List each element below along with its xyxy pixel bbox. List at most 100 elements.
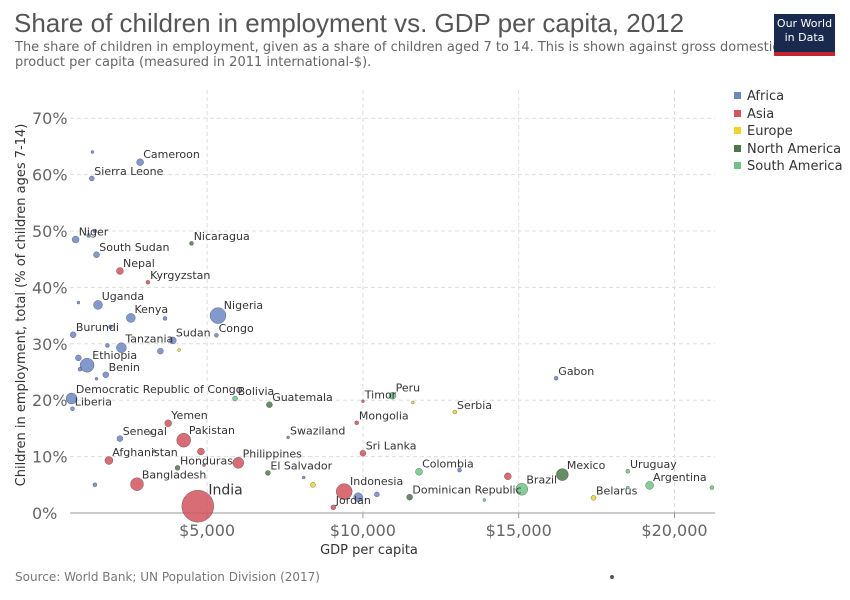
legend-item[interactable]: Africa bbox=[734, 88, 843, 106]
data-point[interactable] bbox=[116, 267, 124, 275]
point-label: Nicaragua bbox=[194, 230, 250, 243]
data-point[interactable] bbox=[162, 316, 168, 321]
data-point[interactable] bbox=[359, 449, 367, 457]
data-point[interactable] bbox=[301, 475, 306, 480]
owid-logo[interactable]: Our World in Data bbox=[774, 14, 835, 56]
data-point[interactable] bbox=[164, 419, 172, 428]
data-point[interactable] bbox=[104, 456, 114, 465]
data-point[interactable] bbox=[177, 348, 181, 352]
legend-item[interactable]: Europe bbox=[734, 123, 843, 141]
data-point[interactable] bbox=[102, 371, 110, 379]
point-label: Congo bbox=[219, 322, 254, 335]
point-label: Timor bbox=[364, 388, 397, 401]
legend-swatch bbox=[734, 109, 741, 117]
legend-item[interactable]: South America bbox=[734, 158, 843, 176]
y-tick-label: 50% bbox=[32, 222, 68, 241]
data-point[interactable] bbox=[388, 391, 397, 400]
data-point[interactable] bbox=[79, 357, 95, 373]
tick-labels: 0% 10% 20% 30% 40% 50% 60% 70% $5,000 $10,000 $15,… bbox=[32, 109, 708, 540]
data-point[interactable] bbox=[136, 158, 144, 166]
data-point[interactable] bbox=[75, 354, 82, 362]
data-point[interactable] bbox=[152, 449, 156, 453]
data-point[interactable] bbox=[353, 492, 363, 502]
data-point[interactable] bbox=[86, 233, 91, 238]
data-point[interactable] bbox=[69, 331, 77, 339]
data-point[interactable] bbox=[116, 435, 124, 442]
data-point[interactable] bbox=[126, 313, 136, 323]
data-point[interactable] bbox=[202, 463, 206, 467]
legend-label: Europe bbox=[747, 124, 793, 140]
data-point[interactable] bbox=[232, 457, 245, 469]
legend-item[interactable]: Asia bbox=[734, 106, 843, 124]
point-label: Kenya bbox=[135, 303, 169, 316]
data-point[interactable] bbox=[411, 400, 415, 405]
data-point[interactable] bbox=[553, 375, 559, 381]
data-point[interactable] bbox=[93, 300, 103, 310]
data-point[interactable] bbox=[92, 482, 98, 488]
data-point[interactable] bbox=[482, 498, 487, 502]
point-label: Argentina bbox=[653, 471, 707, 484]
point-label: Brazil bbox=[526, 474, 557, 487]
point-label: Uganda bbox=[102, 290, 144, 303]
data-point[interactable] bbox=[645, 481, 654, 490]
data-point[interactable] bbox=[176, 432, 191, 448]
data-point[interactable] bbox=[157, 347, 164, 355]
point-label: Jordan bbox=[335, 494, 371, 507]
data-point[interactable] bbox=[65, 392, 78, 405]
data-point[interactable] bbox=[374, 491, 380, 498]
data-point[interactable] bbox=[149, 431, 153, 435]
data-point[interactable] bbox=[556, 468, 569, 481]
data-point[interactable] bbox=[335, 483, 353, 500]
point-label: Sudan bbox=[176, 326, 211, 339]
data-point[interactable] bbox=[76, 300, 81, 305]
data-point[interactable] bbox=[116, 342, 127, 353]
legend-swatch bbox=[734, 92, 741, 99]
data-point[interactable] bbox=[354, 420, 359, 426]
data-point[interactable] bbox=[265, 470, 271, 476]
point-label: Philippines bbox=[243, 448, 303, 461]
data-point[interactable] bbox=[452, 409, 458, 415]
data-point[interactable] bbox=[406, 493, 413, 501]
data-point[interactable] bbox=[286, 435, 290, 440]
point-label: Tanzania bbox=[124, 333, 173, 346]
data-point[interactable] bbox=[92, 228, 98, 234]
data-point[interactable] bbox=[415, 468, 423, 476]
data-point[interactable] bbox=[214, 333, 219, 338]
data-point[interactable] bbox=[71, 235, 80, 244]
point-label: Pakistan bbox=[189, 424, 235, 437]
data-point[interactable] bbox=[105, 343, 110, 348]
data-point[interactable] bbox=[94, 377, 99, 381]
data-point[interactable] bbox=[189, 241, 194, 246]
source-note: Source: World Bank; UN Population Divisi… bbox=[15, 570, 320, 584]
data-point[interactable] bbox=[174, 465, 181, 471]
data-point[interactable] bbox=[626, 485, 630, 490]
y-tick-label: 70% bbox=[32, 109, 68, 128]
data-point[interactable] bbox=[625, 469, 631, 474]
data-point[interactable] bbox=[93, 251, 100, 258]
data-point[interactable] bbox=[504, 472, 512, 481]
legend-item[interactable]: North America bbox=[734, 141, 843, 159]
data-point[interactable] bbox=[130, 477, 144, 491]
data-point[interactable] bbox=[515, 483, 529, 496]
point-label: Sierra Leone bbox=[94, 165, 163, 178]
data-point[interactable] bbox=[90, 150, 95, 154]
data-point[interactable] bbox=[181, 489, 215, 523]
point-label: Democratic Republic of Congo bbox=[76, 383, 243, 396]
data-point[interactable] bbox=[457, 467, 462, 473]
data-point[interactable] bbox=[266, 401, 273, 408]
data-point[interactable] bbox=[330, 504, 337, 511]
data-point[interactable] bbox=[70, 406, 75, 411]
data-point[interactable] bbox=[361, 399, 365, 404]
data-point[interactable] bbox=[709, 485, 715, 490]
data-point[interactable] bbox=[145, 280, 151, 285]
data-point[interactable] bbox=[197, 447, 205, 456]
timeline-marker[interactable] bbox=[610, 575, 614, 579]
data-point[interactable] bbox=[108, 324, 113, 330]
data-point[interactable] bbox=[590, 495, 597, 501]
data-point[interactable] bbox=[89, 175, 95, 182]
data-point[interactable] bbox=[209, 307, 227, 324]
data-point[interactable] bbox=[310, 482, 316, 488]
data-point[interactable] bbox=[232, 395, 238, 402]
data-point[interactable] bbox=[77, 366, 83, 372]
data-point[interactable] bbox=[169, 336, 177, 345]
